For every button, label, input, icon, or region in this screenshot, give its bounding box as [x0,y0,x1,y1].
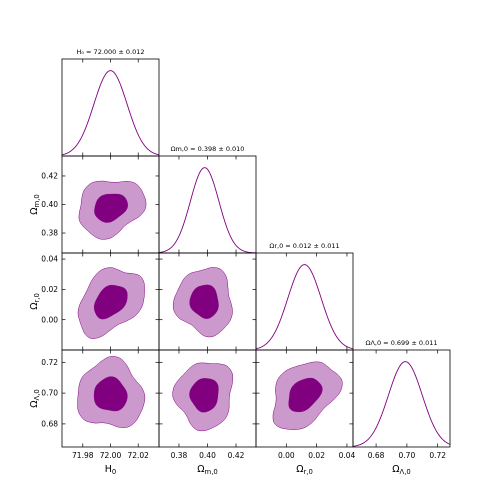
panel-frame [61,58,160,157]
y-tick-label: 0.72 [41,358,58,367]
contour-1sigma [94,193,128,223]
marginal-panel-H0: H₀ = 72.000 ± 0.012 [61,48,160,157]
marginal-curve [353,361,450,447]
x-axis-label-OL: ΩΛ,0 [392,464,410,476]
contour-1sigma [288,377,323,413]
y-tick-label: 0.68 [41,420,58,429]
y-tick-label: 0.04 [41,255,58,264]
x-tick-label: 0.40 [199,451,216,460]
x-axis-label-H0: H0 [105,464,117,476]
x-tick-label: 0.02 [308,451,325,460]
marginal-panel-Or: Ωr,0 = 0.012 ± 0.011 [255,242,354,351]
x-tick-label: 71.98 [72,451,94,460]
x-tick-label: 72.00 [100,451,122,460]
contour-1sigma [93,284,128,320]
x-tick-label: 0.68 [368,451,385,460]
contour-1sigma [189,378,219,413]
y-axis-label-Om: Ωm,0 [29,194,41,214]
marginal-curve [256,264,353,350]
contour-1sigma [189,284,219,319]
marginal-panel-Om: Ωm,0 = 0.398 ± 0.010 [158,145,257,254]
y-axis-label-OL: ΩΛ,0 [29,389,41,407]
y-tick-label: 0.38 [41,229,58,238]
y-axis-label-Or: Ωr,0 [29,293,41,310]
x-tick-label: 0.00 [278,451,295,460]
y-tick-label: 0.42 [41,172,58,181]
x-axis-label-Or: Ωr,0 [296,464,313,476]
joint-panel-Or-OL [255,349,354,448]
panel-frame [352,349,451,448]
contour-1sigma [93,376,128,412]
panel-frame [158,155,257,254]
panel-frame [255,252,354,351]
joint-panel-Om-Or [158,252,257,351]
y-tick-label: 0.40 [41,200,58,209]
marginal-title: Ωm,0 = 0.398 ± 0.010 [171,145,245,153]
x-axis-label-Om: Ωm,0 [197,464,217,476]
x-tick-label: 0.04 [339,451,356,460]
marginal-curve [62,70,159,156]
x-tick-label: 0.70 [399,451,416,460]
joint-panel-Om-OL [158,349,257,448]
joint-panel-H0-Or [61,252,160,351]
marginal-curve [159,167,256,253]
y-tick-label: 0.02 [41,285,58,294]
marginal-title: H₀ = 72.000 ± 0.012 [76,48,144,56]
marginal-panel-OL: ΩΛ,0 = 0.699 ± 0.011 [352,339,451,448]
marginal-title: ΩΛ,0 = 0.699 ± 0.011 [366,339,438,347]
y-tick-label: 0.00 [41,315,58,324]
joint-panel-H0-OL [61,349,160,448]
marginal-title: Ωr,0 = 0.012 ± 0.011 [269,242,339,250]
x-tick-label: 72.02 [127,451,149,460]
x-tick-label: 0.38 [171,451,188,460]
x-tick-label: 0.42 [228,451,245,460]
joint-panel-H0-Om [61,155,160,254]
y-tick-label: 0.70 [41,389,58,398]
x-tick-label: 0.72 [429,451,446,460]
